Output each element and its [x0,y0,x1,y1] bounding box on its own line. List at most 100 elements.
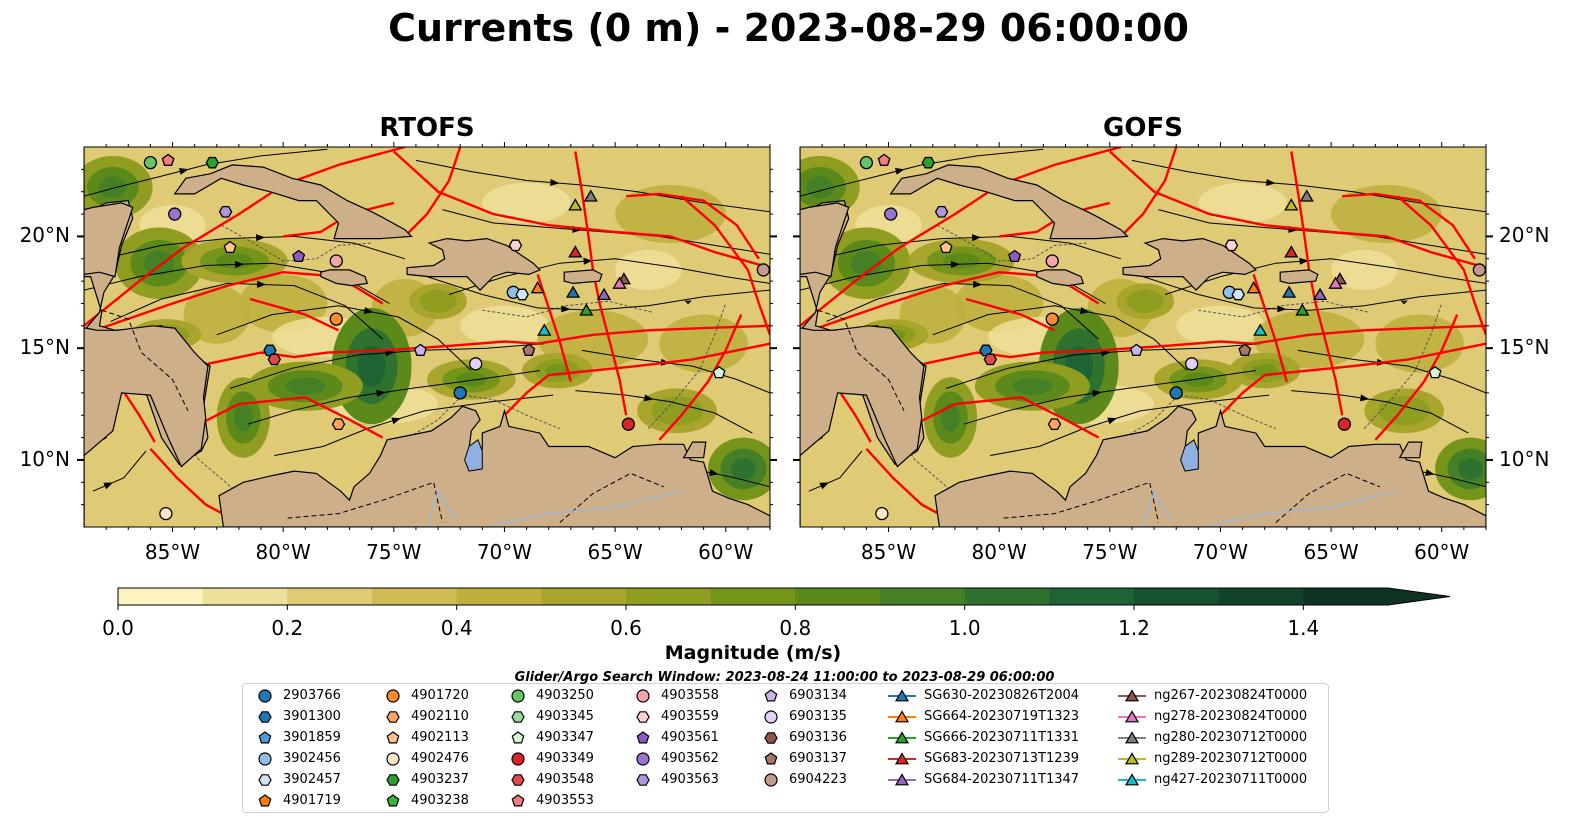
land-puertoRico [1279,269,1319,285]
legend-label: 4903237 [411,772,469,787]
hurricane-track [1108,150,1486,269]
hurricane-track [1290,151,1344,416]
marker-4903559 [1224,239,1239,252]
hurricane-track [84,147,406,327]
legend-label: 4903250 [536,688,594,703]
magnitude-band [731,457,756,480]
marker-4903347 [1428,365,1442,379]
legend-item: 6903137 [761,748,847,769]
land-trinidad [1398,441,1423,459]
marker-SG684-20230711T1347 [1312,287,1328,301]
legend-item: ng427-20230711T0000 [1118,769,1307,790]
legend-item: ng280-20230712T0000 [1118,727,1307,748]
legend-item: 3901859 [255,727,341,748]
legend-item: 6903136 [761,727,847,748]
marker-4903558 [329,254,343,268]
marker-4901720 [329,312,343,326]
colorbar-frame [117,587,1451,606]
marker-4903250 [143,155,158,170]
legend-symbol [386,751,400,766]
magnitude-band [357,345,386,387]
marker-3902457 [1231,288,1245,301]
legend-label: 3902457 [283,772,341,787]
marker-6903135 [1185,357,1199,371]
colorbar-tick-label: 1.2 [1118,616,1150,640]
legend-marker-hexagon [258,773,272,786]
legend-item: 4903562 [633,748,719,769]
legend-label: 3901859 [283,730,341,745]
legend-symbol [764,731,778,744]
legend-marker-triangle [1118,751,1146,764]
x-tick-label: 85°W [144,540,201,564]
colorbar-tick-label: 0.4 [441,616,473,640]
x-tick-label: 65°W [1303,540,1359,564]
y-tick-label: 10°N [1499,446,1550,471]
hurricane-track [1342,192,1476,260]
hurricane-track [910,396,1100,439]
streamline-arrow [256,234,266,242]
legend-marker-triangle [888,772,916,785]
marker-4903237 [921,156,936,169]
streamline-arrow [363,307,374,314]
marker-4902476 [159,506,173,521]
land-islandsE [684,300,692,305]
hurricane-track [658,314,743,441]
x-tick-label: 60°W [698,540,754,564]
legend-item: ng289-20230712T0000 [1118,748,1307,769]
marker-ng427-20230711T0000 [537,323,552,336]
land-cuba [173,164,413,240]
legend-item: 4903345 [508,706,594,727]
legend-item: 4903238 [383,790,469,811]
legend-label: 4903561 [661,730,719,745]
panel-title-rtofs: RTOFS [379,113,475,143]
legend-symbol [1124,709,1140,722]
legend-marker-pentagon [386,793,400,806]
legend-symbol [636,710,650,723]
marker-4903562 [884,207,898,221]
legend-symbol [258,730,272,743]
legend-label: 4902476 [411,751,469,766]
hurricane-track [999,201,1111,238]
legend-marker-circle [258,688,272,703]
magnitude-band [954,274,1044,333]
legend: 2903766 3901300 3901859 3902456 3902457 49017… [242,683,1329,813]
marker-2903766 [453,386,467,400]
legend-item: 4903347 [508,727,594,748]
legend-symbol [894,688,910,701]
streamline [1164,258,1486,295]
legend-label: ng267-20230824T0000 [1154,688,1308,703]
marker-SG683-20230713T1239 [568,245,583,258]
streamline-arrow [1107,417,1117,425]
magnitude-band [215,253,254,269]
legend-item: 6903134 [761,685,847,706]
streamline-arrow [561,305,571,313]
marker-4902110 [1047,418,1062,431]
marker-ng427-20230711T0000 [1253,323,1268,336]
streamline-arrow [179,168,189,175]
legend-label: 3901300 [283,709,341,724]
legend-label: 4903548 [536,772,594,787]
legend-title: Glider/Argo Search Window: 2023-08-24 11… [514,670,1055,685]
marker-6904223 [756,263,770,277]
legend-symbol [258,688,272,703]
magnitude-band [482,182,571,223]
legend-marker-triangle [1118,730,1146,743]
marker-SG683-20230713T1239 [1284,245,1299,258]
map-content [800,147,1486,527]
legend-label: 4903558 [661,688,719,703]
legend-marker-triangle [1118,688,1146,701]
hurricane-track [194,396,384,439]
legend-label: 4903238 [411,793,469,808]
marker-6903134 [413,343,427,356]
legend-label: 3902456 [283,751,341,766]
colorbar: 0.0 0.2 0.4 0.6 0.8 1.0 1.2 1.4 [102,587,1451,640]
streamline [581,349,770,394]
legend-symbol [1124,772,1140,785]
land-centralAmerica [800,147,925,527]
bathymetry-contour [1198,300,1369,318]
legend-item: 4903349 [508,748,594,769]
river [493,490,682,526]
marker-4903237 [205,156,220,169]
land-jamaica [1036,269,1085,287]
legend-item: SG630-20230826T2004 [888,685,1079,706]
